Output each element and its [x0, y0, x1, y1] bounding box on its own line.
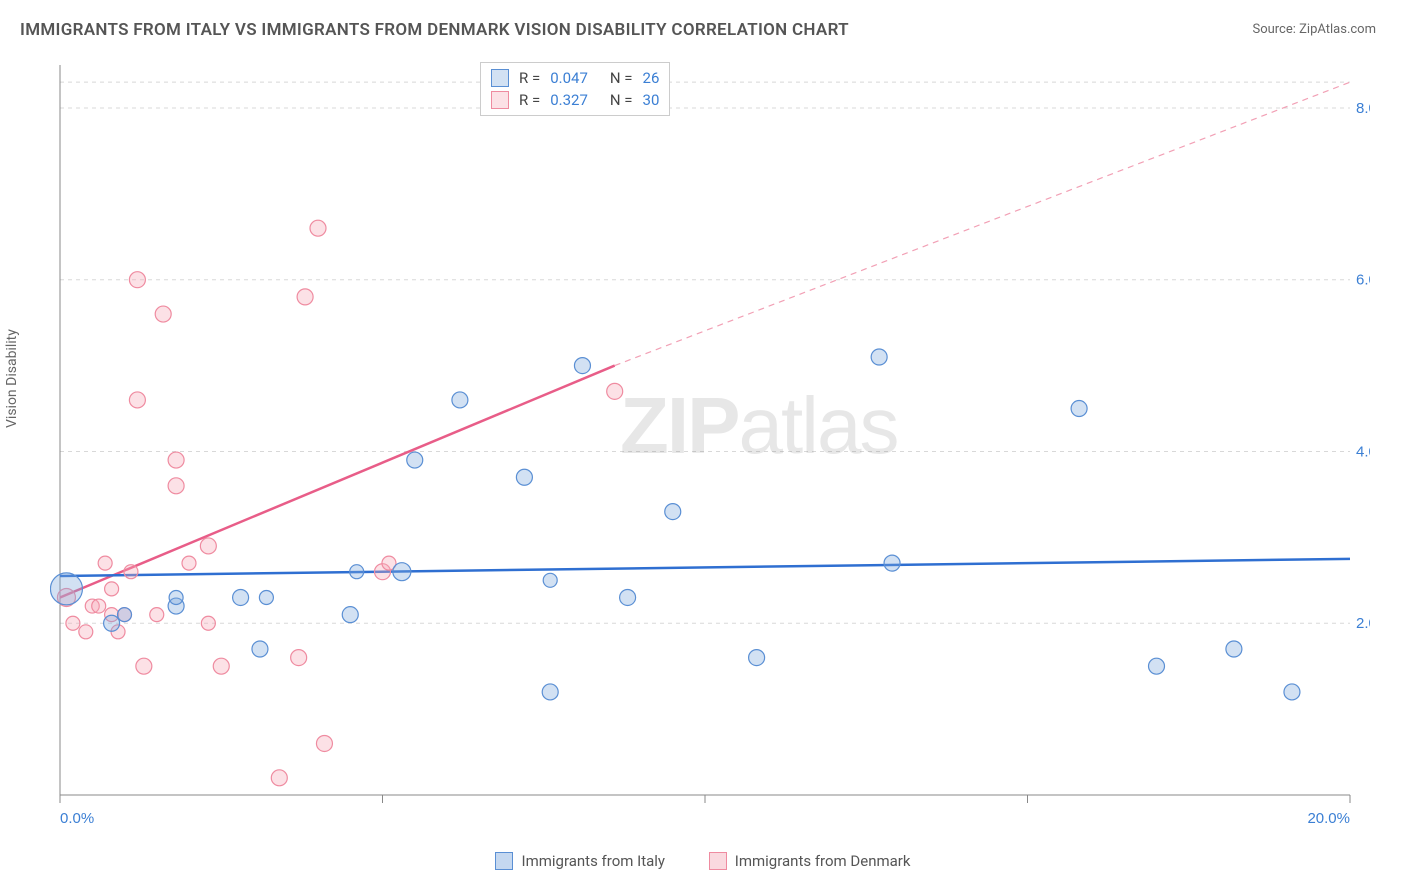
- r-value-italy: 0.047: [550, 69, 588, 87]
- r-value-denmark: 0.327: [550, 91, 588, 109]
- swatch-italy-bottom: [495, 852, 513, 870]
- legend-item-denmark: Immigrants from Denmark: [709, 852, 911, 870]
- swatch-denmark: [491, 91, 509, 109]
- source-label: Source: ZipAtlas.com: [1252, 22, 1376, 37]
- svg-text:20.0%: 20.0%: [1307, 810, 1350, 827]
- legend-series: Immigrants from Italy Immigrants from De…: [0, 852, 1406, 874]
- n-label: N =: [610, 91, 633, 109]
- r-label: R =: [519, 69, 540, 87]
- svg-text:0.0%: 0.0%: [60, 810, 94, 827]
- watermark-zip: ZIP: [620, 381, 738, 470]
- legend-stats: R = 0.047 N = 26 R = 0.327 N = 30: [480, 62, 670, 116]
- svg-text:2.0%: 2.0%: [1356, 615, 1370, 632]
- legend-label-denmark: Immigrants from Denmark: [735, 852, 911, 870]
- svg-text:4.0%: 4.0%: [1356, 443, 1370, 460]
- watermark-atlas: atlas: [738, 381, 897, 470]
- swatch-denmark-bottom: [709, 852, 727, 870]
- svg-text:6.0%: 6.0%: [1356, 272, 1370, 289]
- legend-item-italy: Immigrants from Italy: [495, 852, 665, 870]
- legend-stats-row-denmark: R = 0.327 N = 30: [491, 89, 659, 111]
- r-label: R =: [519, 91, 540, 109]
- watermark: ZIPatlas: [620, 380, 897, 472]
- y-axis-label: Vision Disability: [4, 329, 20, 428]
- swatch-italy: [491, 69, 509, 87]
- chart-title: IMMIGRANTS FROM ITALY VS IMMIGRANTS FROM…: [20, 20, 849, 40]
- legend-stats-row-italy: R = 0.047 N = 26: [491, 67, 659, 89]
- n-value-denmark: 30: [643, 91, 660, 109]
- legend-label-italy: Immigrants from Italy: [521, 852, 665, 870]
- svg-text:8.0%: 8.0%: [1356, 100, 1370, 117]
- n-label: N =: [610, 69, 633, 87]
- n-value-italy: 26: [643, 69, 660, 87]
